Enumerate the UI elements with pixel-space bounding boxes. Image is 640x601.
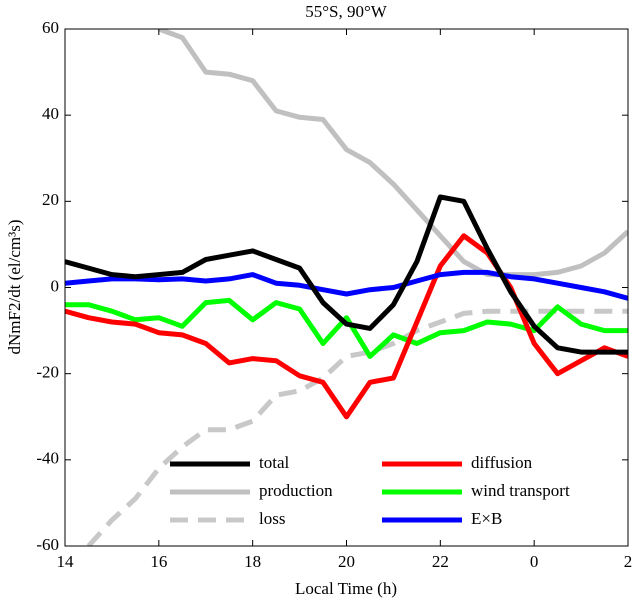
series-line [65,194,628,355]
legend-label: E×B [471,509,502,528]
legend-label: loss [259,509,285,528]
x-tick-label: 20 [338,552,355,571]
y-tick-label: -20 [36,363,59,382]
x-tick-label: 16 [150,552,167,571]
y-tick-label: 20 [42,190,59,209]
y-tick-label: 40 [42,104,59,123]
y-tick-label: -60 [36,535,59,554]
lines [65,29,628,546]
y-tick-label: 0 [51,276,60,295]
x-tick-label: 14 [57,552,75,571]
y-axis-label: dNmF2/dt (el/cm³s) [5,220,24,355]
y-tick-label: -40 [36,449,59,468]
x-tick-label: 18 [244,552,261,571]
series-line [86,308,628,546]
plot-area [65,29,628,546]
legend-label: wind transport [471,481,570,500]
x-axis-label: Local Time (h) [295,579,397,598]
legend-label: total [259,453,289,472]
y-tick-label: 60 [42,18,59,37]
series-line [65,269,628,301]
x-tick-label: 2 [624,552,633,571]
chart-title: 55°S, 90°W [305,2,388,21]
legend-label: production [259,481,333,500]
series-line [65,297,628,359]
legend-label: diffusion [471,453,533,472]
series-line [157,29,628,278]
series-line [65,233,628,420]
x-tick-label: 0 [530,552,539,571]
x-tick-label: 22 [432,552,449,571]
